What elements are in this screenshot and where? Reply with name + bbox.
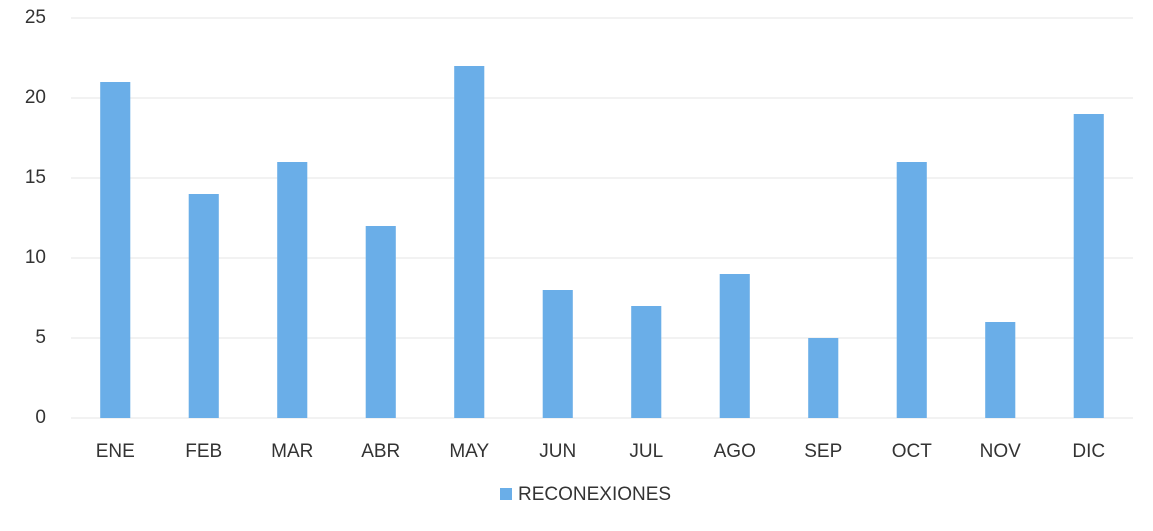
x-tick-label: JUN (539, 441, 576, 462)
x-tick-label: MAR (271, 441, 313, 462)
legend-label: RECONEXIONES (518, 484, 671, 505)
bar (896, 162, 927, 418)
x-tick-label: DIC (1072, 441, 1105, 462)
x-tick-label: NOV (980, 441, 1022, 462)
x-tick-label: JUL (629, 441, 663, 462)
y-tick-label: 0 (35, 407, 46, 428)
bar (277, 162, 308, 418)
x-tick-label: MAY (449, 441, 489, 462)
x-tick-label: SEP (804, 441, 842, 462)
bar (985, 322, 1016, 418)
y-tick-label: 5 (35, 327, 46, 348)
y-tick-label: 10 (25, 247, 46, 268)
legend-swatch (500, 488, 512, 500)
x-tick-label: ENE (96, 441, 135, 462)
bar (454, 66, 485, 418)
bar (188, 194, 219, 418)
x-tick-label: AGO (714, 441, 756, 462)
y-tick-label: 15 (25, 167, 46, 188)
y-tick-label: 25 (25, 7, 46, 28)
bar (542, 290, 573, 418)
bar (365, 226, 396, 418)
bar (1073, 114, 1104, 418)
x-tick-label: ABR (361, 441, 400, 462)
bar (100, 82, 131, 418)
x-tick-label: FEB (185, 441, 222, 462)
y-tick-label: 20 (25, 87, 46, 108)
bar (719, 274, 750, 418)
bar (808, 338, 839, 418)
x-tick-label: OCT (892, 441, 933, 462)
bar (631, 306, 662, 418)
